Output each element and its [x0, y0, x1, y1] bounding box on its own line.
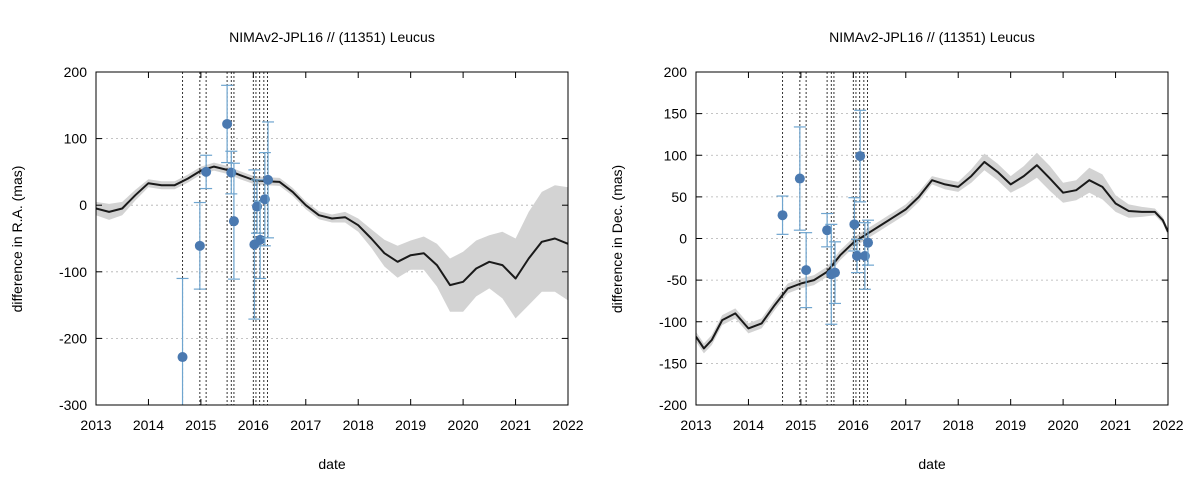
dec-x-tick-label: 2021 — [1100, 417, 1131, 433]
dec-observation-point — [801, 265, 812, 276]
ra-observation-point — [259, 194, 270, 205]
dec-x-axis-label: date — [918, 456, 945, 472]
dec-y-axis-label: difference in Dec. (mas) — [609, 165, 625, 313]
ra-observation-point — [228, 216, 239, 227]
dec-observation-point — [855, 151, 866, 162]
ra-y-tick-label: -300 — [59, 397, 87, 413]
ra-observation-point — [194, 240, 205, 251]
dec-x-tick-label: 2020 — [1048, 417, 1079, 433]
ra-x-tick-label: 2016 — [238, 417, 269, 433]
ra-plot-area — [96, 72, 568, 405]
ra-x-tick-label: 2015 — [185, 417, 216, 433]
dec-x-tick-label: 2022 — [1152, 417, 1183, 433]
ra-y-tick-label: 100 — [64, 131, 88, 147]
dec-observation-point — [829, 267, 840, 278]
ra-observation-point — [226, 167, 237, 178]
ra-chart-title: NIMAv2-JPL16 // (11351) Leucus — [229, 29, 435, 45]
dec-x-tick-label: 2016 — [838, 417, 869, 433]
ra-y-tick-label: 0 — [79, 197, 87, 213]
ra-x-tick-label: 2020 — [448, 417, 479, 433]
ra-x-tick-label: 2019 — [395, 417, 426, 433]
ra-observation-point — [222, 118, 233, 129]
ra-x-axis-label: date — [318, 456, 345, 472]
dec-y-tick-label: 150 — [664, 106, 688, 122]
dec-y-tick-label: -50 — [667, 272, 687, 288]
dec-observation-point — [777, 210, 788, 221]
ra-x-tick-label: 2018 — [343, 417, 374, 433]
ra-x-tick-label: 2014 — [133, 417, 164, 433]
dec-chart-panel: NIMAv2-JPL16 // (11351) Leucus date diff… — [609, 29, 1184, 472]
ra-y-tick-label: 200 — [64, 64, 88, 80]
dec-x-tick-label: 2015 — [785, 417, 816, 433]
dec-x-tick-label: 2017 — [890, 417, 921, 433]
dec-y-tick-label: 0 — [679, 231, 687, 247]
dec-y-tick-label: 100 — [664, 147, 688, 163]
ra-observation-point — [255, 234, 266, 245]
ra-chart-panel: NIMAv2-JPL16 // (11351) Leucus date diff… — [9, 29, 584, 472]
ra-model-line — [96, 165, 568, 287]
ra-x-tick-label: 2017 — [290, 417, 321, 433]
ra-observation-point — [263, 174, 274, 185]
dec-model-line — [696, 160, 1168, 350]
ra-x-tick-label: 2013 — [80, 417, 111, 433]
ra-uncertainty-band — [96, 162, 568, 319]
ra-x-tick-label: 2021 — [500, 417, 531, 433]
dec-observation-point — [849, 219, 860, 230]
ra-y-tick-label: -200 — [59, 330, 87, 346]
ra-y-tick-label: -100 — [59, 264, 87, 280]
dec-chart-title: NIMAv2-JPL16 // (11351) Leucus — [829, 29, 1035, 45]
dec-uncertainty-band — [696, 152, 1168, 354]
dec-y-tick-label: 200 — [664, 64, 688, 80]
dec-x-tick-label: 2013 — [680, 417, 711, 433]
dec-y-tick-label: -150 — [659, 355, 687, 371]
dec-y-tick-label: 50 — [671, 189, 687, 205]
dec-x-tick-label: 2019 — [995, 417, 1026, 433]
ra-plot-frame — [95, 71, 569, 406]
dec-plot-area — [696, 72, 1168, 405]
ra-observation-point — [201, 166, 212, 177]
ra-observation-point — [177, 352, 188, 363]
dec-observation-point — [852, 250, 863, 261]
dec-x-tick-label: 2018 — [943, 417, 974, 433]
dec-y-tick-label: -100 — [659, 314, 687, 330]
dec-observation-point — [863, 237, 874, 248]
dec-x-tick-label: 2014 — [733, 417, 764, 433]
ra-x-tick-label: 2022 — [552, 417, 583, 433]
dec-y-tick-label: -200 — [659, 397, 687, 413]
ra-observation-point — [252, 201, 263, 212]
dec-observation-point — [859, 250, 870, 261]
ra-y-axis-label: difference in R.A. (mas) — [9, 166, 25, 313]
dec-observation-point — [822, 225, 833, 236]
dec-observation-point — [794, 173, 805, 184]
